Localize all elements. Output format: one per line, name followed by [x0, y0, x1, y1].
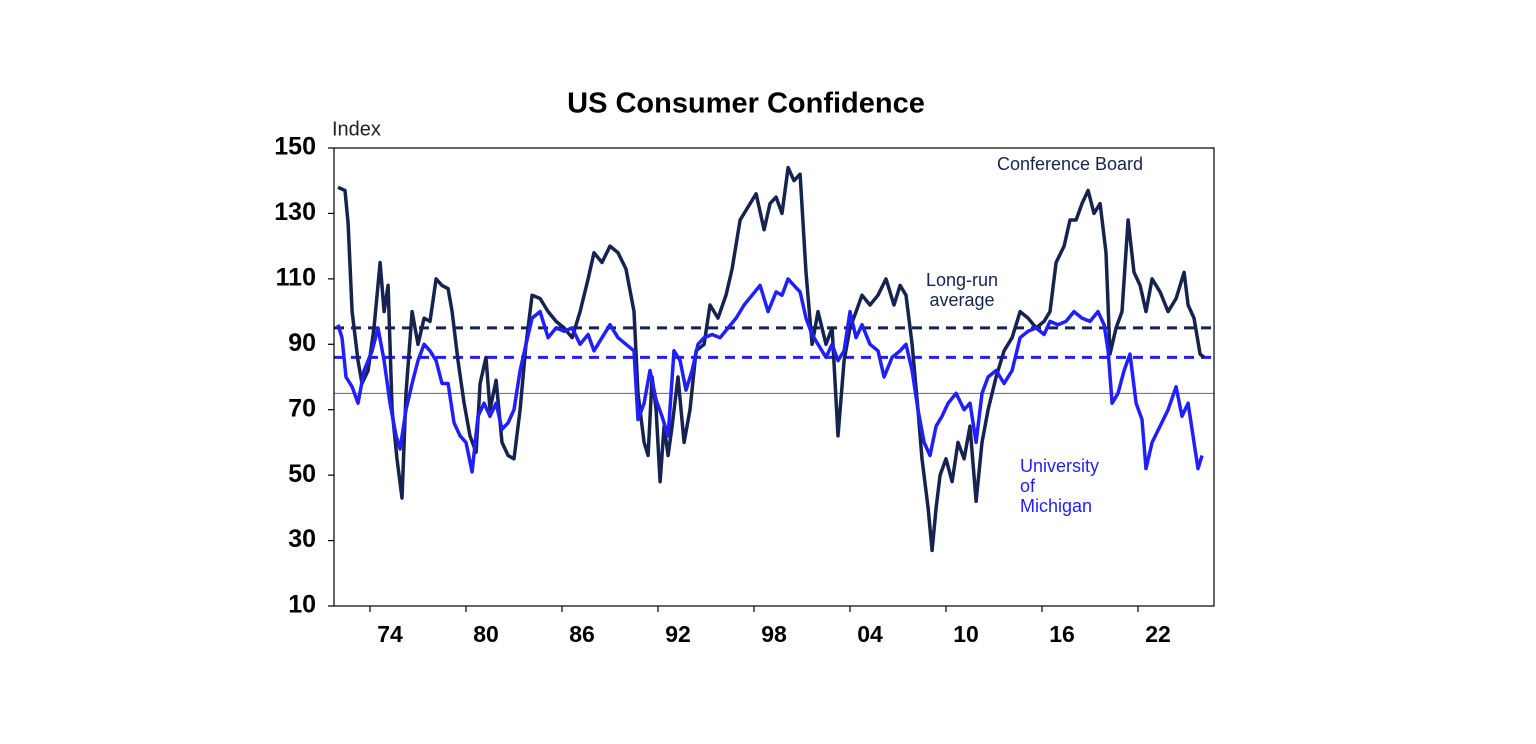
annotation: Conference Board: [997, 154, 1143, 174]
x-tick-label: 80: [473, 621, 499, 647]
x-tick-label: 16: [1049, 621, 1075, 647]
series-line: [337, 165, 1206, 553]
y-tick-label: 130: [274, 198, 316, 226]
y-tick-label: 30: [288, 525, 316, 553]
x-tick-label: 04: [857, 621, 883, 647]
y-tick-label: 10: [288, 591, 316, 619]
plot-frame: [333, 147, 1215, 607]
x-tick-label: 74: [377, 621, 403, 647]
y-tick-label: 70: [288, 394, 316, 422]
annotation: average: [929, 290, 994, 310]
y-tick-label: 50: [288, 460, 316, 488]
y-tick-label: 150: [274, 133, 316, 161]
y-tick-label: 110: [276, 263, 316, 291]
y-axis-label: Index: [332, 118, 381, 140]
x-tick-label: 22: [1145, 621, 1171, 647]
x-tick-label: 10: [953, 621, 979, 647]
annotation: University: [1020, 456, 1099, 476]
y-tick-label: 90: [288, 329, 316, 357]
annotation: Michigan: [1020, 496, 1092, 516]
x-tick-label: 86: [569, 621, 595, 647]
annotation: of: [1020, 476, 1036, 496]
x-tick-label: 92: [665, 621, 691, 647]
x-tick-label: 98: [761, 621, 787, 647]
series-line: [336, 277, 1204, 474]
chart-title: US Consumer Confidence: [567, 88, 925, 120]
annotation: Long-run: [926, 270, 998, 290]
